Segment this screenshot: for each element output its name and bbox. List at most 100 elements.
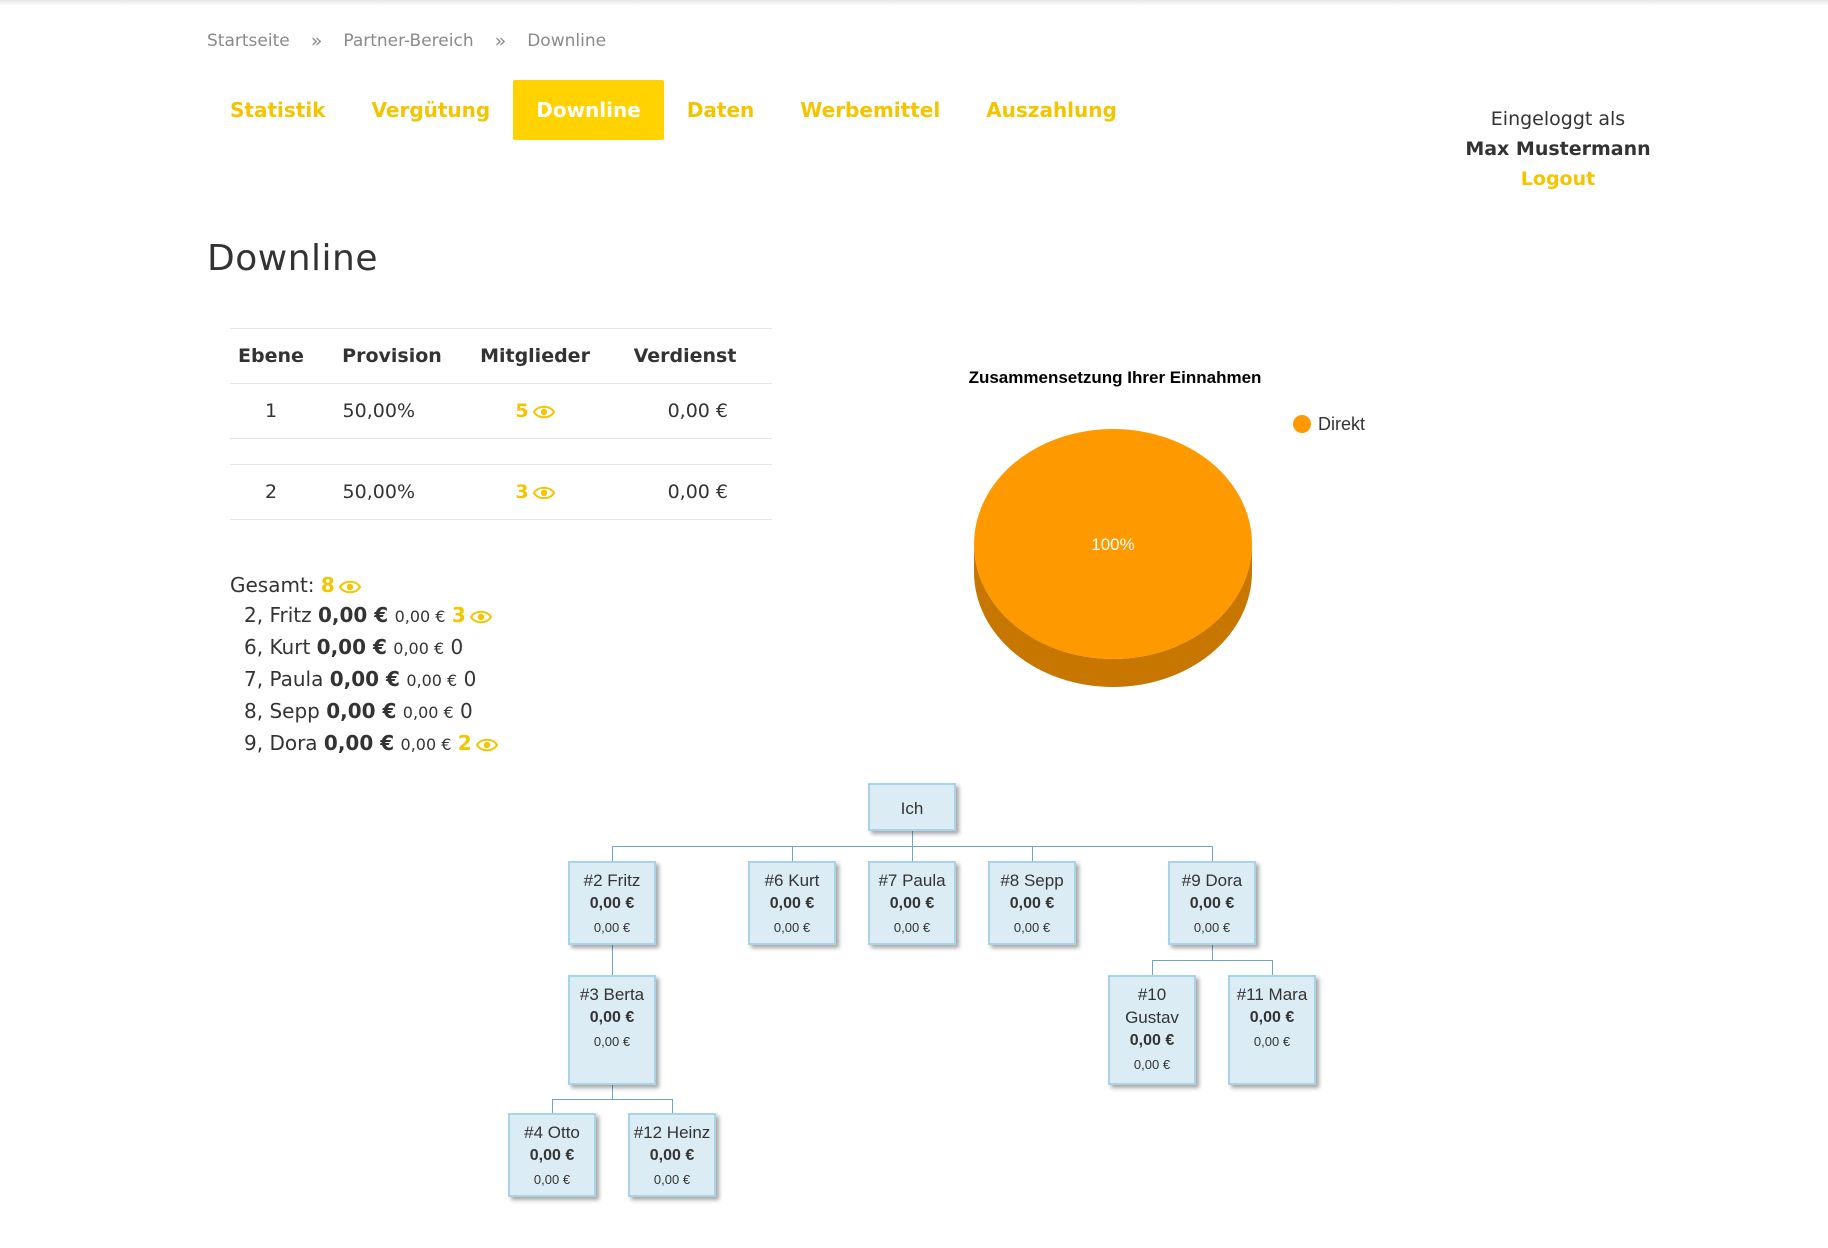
- member-amount: 0,00 €: [329, 667, 400, 691]
- user-box: Eingeloggt als Max Mustermann Logout: [1458, 104, 1658, 194]
- org-node-root[interactable]: Ich: [868, 783, 956, 831]
- pie-marks: 100%: [974, 429, 1252, 687]
- tab-statistik[interactable]: Statistik: [230, 98, 326, 122]
- org-node-name: #6 Kurt: [764, 871, 820, 890]
- header-provision: Provision: [312, 328, 472, 384]
- breadcrumb-startseite[interactable]: Startseite: [207, 31, 290, 51]
- org-connector: [612, 846, 613, 861]
- list-item: 9, Dora 0,00 € 0,00 € 2: [230, 728, 498, 760]
- chart-legend: Direkt: [1293, 414, 1365, 434]
- table-spacer-row: [230, 438, 772, 465]
- cell-level: 2: [230, 464, 312, 520]
- org-connector: [792, 846, 793, 861]
- downline-summary: Gesamt: 8 2, Fritz 0,00 € 0,00 € 3 6, Ku…: [230, 570, 498, 760]
- org-node-subamount: 0,00 €: [1013, 920, 1051, 935]
- eye-icon[interactable]: [469, 609, 492, 625]
- eye-icon[interactable]: [338, 579, 361, 595]
- org-node-name: Ich: [900, 799, 924, 818]
- logout-link[interactable]: Logout: [1520, 168, 1596, 190]
- member-label: 6, Kurt: [244, 635, 311, 659]
- org-node[interactable]: #3 Berta 0,00 € 0,00 €: [568, 975, 656, 1085]
- breadcrumb: Startseite » Partner-Bereich » Downline: [207, 30, 606, 52]
- org-node-subamount: 0,00 €: [1193, 920, 1231, 935]
- org-node[interactable]: #6 Kurt 0,00 € 0,00 €: [748, 861, 836, 945]
- org-node[interactable]: #7 Paula 0,00 € 0,00 €: [868, 861, 956, 945]
- org-node-subamount: 0,00 €: [893, 920, 931, 935]
- org-node[interactable]: #11 Mara 0,00 € 0,00 €: [1228, 975, 1316, 1085]
- cell-level: 1: [230, 383, 312, 439]
- org-connector: [1212, 945, 1213, 960]
- eye-icon[interactable]: [532, 485, 555, 501]
- org-node-amount: 0,00 €: [589, 895, 635, 912]
- breadcrumb-partner-bereich[interactable]: Partner-Bereich: [343, 31, 474, 51]
- member-label: 9, Dora: [244, 731, 318, 755]
- org-node-name: #10 Gustav: [1125, 985, 1179, 1027]
- member-label: 8, Sepp: [244, 699, 320, 723]
- legend-swatch: [1293, 415, 1311, 433]
- tab-verguetung[interactable]: Vergütung: [371, 98, 491, 122]
- org-node[interactable]: #9 Dora 0,00 € 0,00 €: [1168, 861, 1256, 945]
- org-connector: [612, 960, 613, 975]
- org-connector: [1152, 960, 1273, 961]
- member-amount: 0,00 €: [316, 635, 387, 659]
- header-ebene: Ebene: [230, 328, 312, 384]
- cell-earned: 0,00 €: [598, 383, 772, 439]
- org-node[interactable]: #12 Heinz 0,00 € 0,00 €: [628, 1113, 716, 1197]
- org-connector: [912, 831, 913, 846]
- eye-icon[interactable]: [532, 404, 555, 420]
- tab-daten[interactable]: Daten: [686, 98, 755, 122]
- members-count[interactable]: 3: [515, 481, 529, 503]
- summary-total: Gesamt: 8: [230, 570, 498, 600]
- table-row: 1 50,00% 5 0,00 €: [230, 383, 772, 439]
- org-connector: [1032, 846, 1033, 861]
- member-count[interactable]: 2: [457, 731, 472, 755]
- org-node-name: #4 Otto: [524, 1123, 580, 1142]
- org-node-name: #8 Sepp: [1000, 871, 1064, 890]
- total-label: Gesamt:: [230, 573, 315, 597]
- org-node-subamount: 0,00 €: [593, 1034, 631, 1049]
- org-node-name: #9 Dora: [1181, 871, 1243, 890]
- org-node-subamount: 0,00 €: [1253, 1034, 1291, 1049]
- org-node-name: #7 Paula: [878, 871, 946, 890]
- member-amount: 0,00 €: [326, 699, 397, 723]
- breadcrumb-current: Downline: [527, 31, 607, 51]
- tab-downline[interactable]: Downline: [513, 80, 664, 140]
- header-verdienst: Verdienst: [598, 328, 772, 384]
- tab-auszahlung[interactable]: Auszahlung: [986, 98, 1117, 122]
- org-node[interactable]: #8 Sepp 0,00 € 0,00 €: [988, 861, 1076, 945]
- tab-werbemittel[interactable]: Werbemittel: [800, 98, 941, 122]
- org-node-amount: 0,00 €: [589, 1009, 635, 1026]
- member-count[interactable]: 3: [451, 603, 466, 627]
- list-item: 2, Fritz 0,00 € 0,00 € 3: [230, 600, 498, 632]
- table-row: 2 50,00% 3 0,00 €: [230, 464, 772, 520]
- user-name: Max Mustermann: [1465, 138, 1651, 160]
- member-amount: 0,00 €: [317, 603, 389, 627]
- org-connector: [912, 846, 913, 861]
- page-title: Downline: [207, 238, 378, 279]
- cell-provision: 50,00%: [312, 464, 472, 520]
- legend-entry[interactable]: Direkt: [1318, 414, 1365, 434]
- member-label: 7, Paula: [244, 667, 324, 691]
- cell-provision: 50,00%: [312, 383, 472, 439]
- table-header-row: Ebene Provision Mitglieder Verdienst: [230, 328, 772, 384]
- org-connector: [612, 945, 613, 960]
- org-node[interactable]: #2 Fritz 0,00 € 0,00 €: [568, 861, 656, 945]
- member-label: 2, Fritz: [244, 603, 312, 627]
- org-node-amount: 0,00 €: [529, 1147, 575, 1164]
- breadcrumb-separator: »: [310, 30, 323, 52]
- pie-slice-side-direkt: [974, 544, 1252, 687]
- pie-slice-direkt[interactable]: [974, 429, 1252, 659]
- member-count: 0: [450, 635, 464, 659]
- org-node[interactable]: #4 Otto 0,00 € 0,00 €: [508, 1113, 596, 1197]
- eye-icon[interactable]: [475, 737, 498, 753]
- members-count[interactable]: 5: [515, 400, 529, 422]
- org-node-amount: 0,00 €: [889, 895, 935, 912]
- org-connector: [612, 846, 1213, 847]
- org-connector: [552, 1099, 673, 1100]
- org-node[interactable]: #10 Gustav 0,00 € 0,00 €: [1108, 975, 1196, 1085]
- org-node-subamount: 0,00 €: [653, 1172, 691, 1187]
- org-connector: [1152, 960, 1153, 975]
- org-node-name: #12 Heinz: [633, 1123, 711, 1142]
- total-count[interactable]: 8: [320, 573, 335, 597]
- org-node-amount: 0,00 €: [1249, 1009, 1295, 1026]
